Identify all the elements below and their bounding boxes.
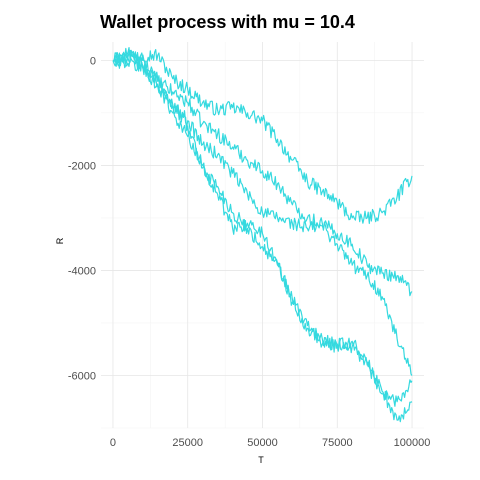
- series-line-5: [112, 51, 413, 423]
- x-tick-label: 50000: [247, 437, 278, 449]
- y-axis-title: R: [55, 237, 65, 244]
- x-tick-label: 25000: [172, 437, 203, 449]
- grid: [101, 42, 424, 429]
- series-line-2: [112, 46, 413, 297]
- y-tick-label: 0: [90, 55, 96, 67]
- x-tick-label: 100000: [394, 437, 431, 449]
- x-tick-label: 75000: [322, 437, 353, 449]
- y-tick-label: -6000: [68, 370, 96, 382]
- series-line-4: [112, 54, 413, 407]
- y-tick-label: -4000: [68, 265, 96, 277]
- y-tick-label: -2000: [68, 160, 96, 172]
- x-axis-title: T: [258, 455, 264, 465]
- chart-title: Wallet process with mu = 10.4: [100, 12, 355, 32]
- x-tick-label: 0: [110, 437, 116, 449]
- series-layer: [112, 46, 413, 423]
- series-line-1: [112, 48, 413, 225]
- axis-ticks: 0 25000 50000 75000 100000 0 -2000 -4000 -6000: [68, 55, 431, 449]
